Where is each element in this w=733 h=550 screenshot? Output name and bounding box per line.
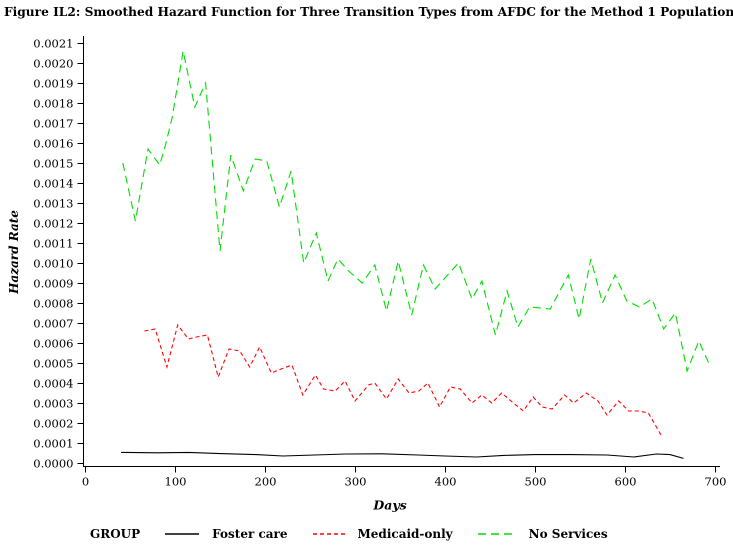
y-tick-label: 0.0019 [33, 77, 73, 91]
x-tick-label: 100 [165, 475, 187, 489]
series-no-services [122, 50, 711, 373]
figure-title: Figure IL2: Smoothed Hazard Function for… [4, 5, 733, 19]
legend-group-label: GROUP [90, 527, 141, 541]
y-tick-label: 0.0008 [33, 297, 73, 311]
y-tick-label: 0.0011 [33, 237, 73, 251]
y-axis-title: Hazard Rate [7, 210, 21, 294]
y-tick-label: 0.0012 [33, 217, 73, 231]
y-tick-label: 0.0009 [33, 277, 73, 291]
x-tick-label: 300 [345, 475, 367, 489]
y-tick-label: 0.0020 [33, 57, 73, 71]
y-tick-label: 0.0003 [33, 397, 73, 411]
x-tick-label: 500 [525, 475, 547, 489]
y-tick-label: 0.0013 [33, 197, 73, 211]
series-medicaid-only [144, 323, 662, 436]
legend: GROUP Foster care Medicaid-only No Servi… [90, 526, 608, 542]
x-tick-label: 400 [435, 475, 457, 489]
legend-label-foster-care: Foster care [212, 527, 288, 541]
y-tick-label: 0.0005 [33, 357, 73, 371]
y-tick-label: 0.0016 [33, 137, 73, 151]
legend-label-no-services: No Services [528, 527, 608, 541]
series-foster-care [120, 451, 684, 459]
y-tick-label: 0.0004 [33, 377, 73, 391]
x-tick-label: 700 [705, 475, 727, 489]
y-tick-label: 0.0017 [33, 117, 73, 131]
legend-line-medicaid-only [312, 533, 345, 535]
x-tick-label: 0 [82, 475, 89, 489]
y-tick-label: 0.0001 [33, 437, 73, 451]
y-tick-label: 0.0014 [33, 177, 73, 191]
legend-line-no-services [477, 533, 516, 535]
legend-line-foster-care [165, 533, 200, 535]
y-tick-label: 0.0018 [33, 97, 73, 111]
x-tick-label: 600 [615, 475, 637, 489]
y-tick-label: 0.0000 [33, 457, 73, 471]
y-tick-label: 0.0015 [33, 157, 73, 171]
y-tick-label: 0.0021 [33, 37, 73, 51]
x-tick-label: 200 [255, 475, 277, 489]
y-tick-label: 0.0007 [33, 317, 73, 331]
y-tick-label: 0.0002 [33, 417, 73, 431]
y-tick-label: 0.0010 [33, 257, 73, 271]
x-axis-title: Days [373, 497, 407, 513]
legend-label-medicaid-only: Medicaid-only [357, 527, 453, 541]
y-tick-label: 0.0006 [33, 337, 73, 351]
